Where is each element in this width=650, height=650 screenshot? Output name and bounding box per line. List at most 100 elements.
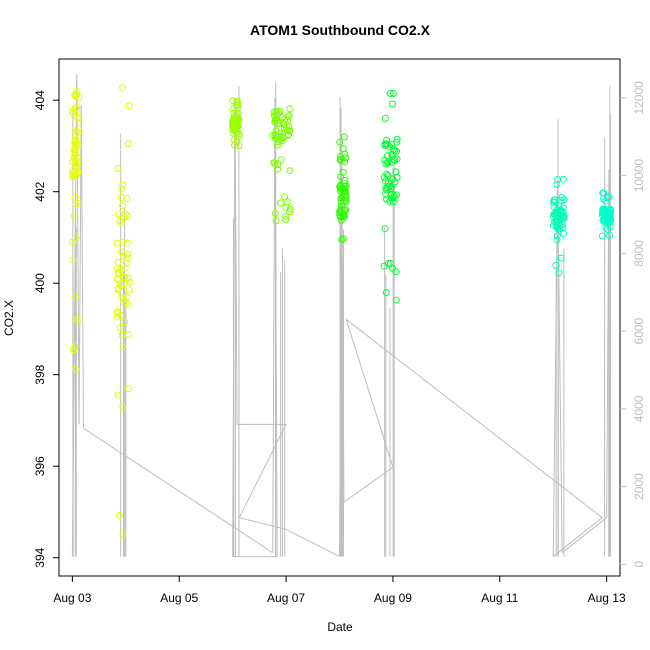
y-tick-label: 398: [33, 364, 47, 384]
data-point: [113, 265, 121, 273]
data-point: [284, 130, 292, 138]
data-point: [125, 102, 133, 110]
x-axis-label: Date: [327, 620, 353, 634]
data-point: [124, 254, 132, 262]
data-point: [390, 194, 398, 202]
data-point: [386, 89, 394, 97]
data-point: [559, 175, 567, 183]
data-point: [72, 172, 80, 180]
data-point: [284, 198, 292, 206]
data-point: [599, 216, 607, 224]
data-point: [392, 268, 400, 276]
data-point: [553, 218, 561, 226]
data-point: [230, 109, 238, 117]
data-point: [341, 154, 349, 162]
data-point: [120, 252, 128, 260]
data-point: [392, 296, 400, 304]
data-point: [337, 198, 345, 206]
series-line-segment: [345, 319, 603, 519]
data-point: [69, 256, 77, 264]
data-point: [605, 209, 613, 217]
data-point: [558, 193, 566, 201]
data-point: [123, 212, 131, 220]
data-point: [114, 165, 122, 173]
y-axis: 394 396 398 400 402 404: [33, 90, 59, 568]
data-point: [337, 207, 345, 215]
y-tick-label: 402: [33, 181, 47, 201]
data-point: [69, 238, 77, 246]
data-point: [117, 248, 125, 256]
data-point: [602, 197, 610, 205]
co2-point-series: [68, 84, 615, 538]
data-point: [606, 231, 614, 239]
data-point: [270, 108, 278, 116]
data-point: [551, 196, 559, 204]
data-point: [337, 173, 345, 181]
data-point: [119, 295, 127, 303]
data-point: [280, 124, 288, 132]
data-point: [271, 209, 279, 217]
x-tick-label: Aug 13: [588, 591, 626, 605]
data-point: [393, 135, 401, 143]
series-line-segment: [552, 517, 603, 557]
data-point: [286, 127, 294, 135]
data-point: [118, 331, 126, 339]
data-point: [281, 212, 289, 220]
data-point: [278, 137, 286, 145]
data-point: [284, 116, 292, 124]
data-point: [74, 128, 82, 136]
data-point: [70, 172, 78, 180]
data-point: [229, 105, 237, 113]
data-point: [114, 391, 122, 399]
data-point: [124, 140, 132, 148]
data-point: [114, 276, 122, 284]
data-point: [386, 143, 394, 151]
series-line-segment: [552, 183, 559, 557]
data-point: [553, 180, 561, 188]
data-point: [555, 269, 563, 277]
data-point: [125, 278, 133, 286]
data-point: [553, 232, 561, 240]
data-point: [115, 210, 123, 218]
y2-tick-label: 8000: [632, 240, 646, 267]
data-point: [229, 97, 237, 105]
data-point: [74, 125, 82, 133]
data-point: [551, 210, 559, 218]
data-point: [75, 114, 83, 122]
data-point: [341, 176, 349, 184]
data-point: [598, 232, 606, 240]
data-point: [119, 530, 127, 538]
series-line-segment: [83, 427, 273, 554]
data-point: [340, 133, 348, 141]
data-point: [552, 261, 560, 269]
series-line-segment: [234, 97, 238, 425]
data-point: [114, 309, 122, 317]
data-point: [124, 300, 132, 308]
data-point: [391, 147, 399, 155]
data-point: [233, 97, 241, 105]
data-point: [557, 254, 565, 262]
data-point: [121, 279, 129, 287]
data-point: [383, 136, 391, 144]
data-point: [114, 284, 122, 292]
data-point: [280, 193, 288, 201]
data-point: [233, 98, 241, 106]
data-point: [285, 112, 293, 120]
data-point: [286, 208, 294, 216]
data-point: [72, 234, 80, 242]
data-point: [383, 186, 391, 194]
data-point: [389, 100, 397, 108]
data-point: [557, 207, 565, 215]
data-point: [69, 107, 77, 115]
data-point: [381, 156, 389, 164]
data-point: [124, 250, 132, 258]
data-point: [388, 158, 396, 166]
data-point: [125, 331, 133, 339]
x-tick-label: Aug 03: [53, 591, 91, 605]
y2-tick-label: 0: [632, 561, 646, 568]
data-point: [393, 138, 401, 146]
data-point: [381, 225, 389, 233]
data-point: [71, 293, 79, 301]
data-point: [381, 114, 389, 122]
